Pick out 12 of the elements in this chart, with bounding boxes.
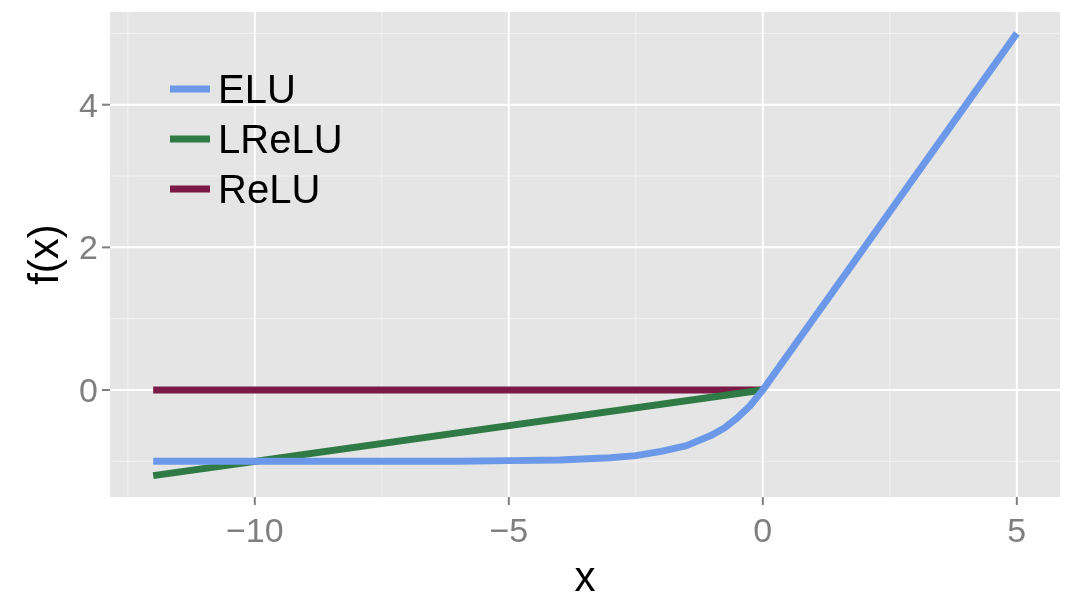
x-tick-label: 0 <box>753 511 773 549</box>
x-axis-title: x <box>574 553 596 600</box>
y-tick-label: 4 <box>79 85 98 124</box>
x-tick-label: 5 <box>1007 511 1027 549</box>
y-axis-title: f(x) <box>20 224 67 285</box>
x-tick-label: −5 <box>489 511 529 549</box>
y-tick-label: 2 <box>79 228 98 267</box>
legend-label: ELU <box>218 67 296 111</box>
y-tick-label: 0 <box>79 371 98 410</box>
x-tick-label: −10 <box>225 511 284 549</box>
legend-label: LReLU <box>218 117 343 161</box>
legend-label: ReLU <box>218 167 321 211</box>
